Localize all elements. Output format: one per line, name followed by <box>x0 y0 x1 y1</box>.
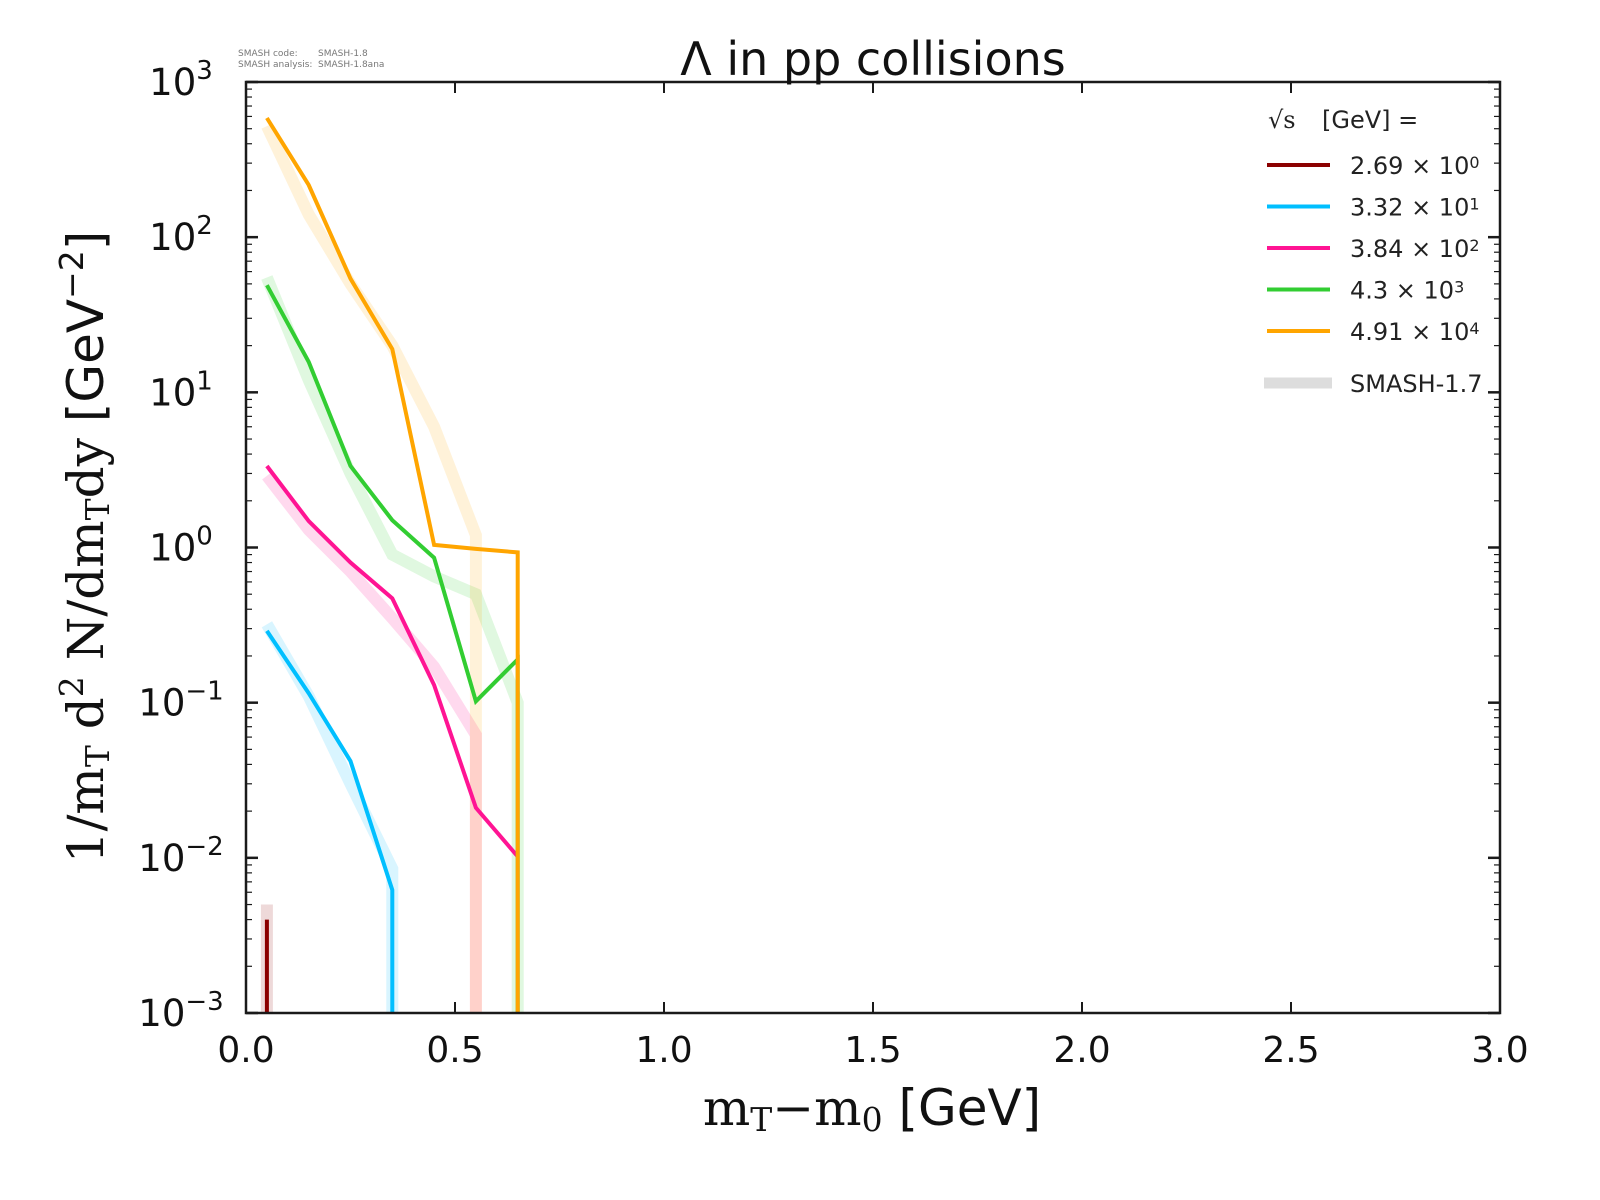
y-tick-label: 103 <box>149 56 213 104</box>
annotation-analysis-value: SMASH-1.8ana <box>318 60 384 70</box>
annotation-code-label: SMASH code: <box>238 49 298 59</box>
reference-line <box>262 472 482 1013</box>
series-line <box>265 116 520 1013</box>
legend-entries: 2.69 × 100 3.32 × 101 3.84 × 102 4.3 × 103 4… <box>1267 152 1480 346</box>
plot-frame <box>244 80 1502 1015</box>
y-tick-label: 102 <box>149 211 213 259</box>
x-tick-label: 0.5 <box>426 1030 483 1071</box>
y-tick-labels: 103 102 101 100 10−1 10−2 10−3 <box>138 56 223 1035</box>
reference-line <box>261 123 482 1013</box>
x-tick-labels: 0.0 0.5 1.0 1.5 2.0 2.5 3.0 <box>217 1030 1528 1071</box>
annotation-analysis-label: SMASH analysis: <box>238 60 312 70</box>
legend-title-sqrt: √s <box>1268 106 1296 134</box>
series-line <box>265 629 395 1013</box>
legend-label-reference: SMASH-1.7 <box>1350 370 1482 398</box>
reference-lines <box>260 123 524 1013</box>
series-lines <box>264 116 520 1013</box>
legend-label: 4.3 × 103 <box>1350 277 1464 305</box>
y-tick-label: 10−2 <box>138 832 223 880</box>
series-line <box>265 284 520 1013</box>
axis-ticks <box>245 80 1501 1015</box>
legend-label: 3.32 × 101 <box>1350 194 1480 222</box>
legend: √s [GeV] = 2.69 × 100 3.32 × 101 3.84 × 10… <box>1264 106 1482 398</box>
x-tick-label: 2.5 <box>1262 1030 1319 1071</box>
chart-title: Λ in pp collisions <box>680 32 1065 86</box>
reference-line <box>261 621 399 1013</box>
legend-label: 4.91 × 104 <box>1350 318 1480 346</box>
x-axis-label: mT−m0 [GeV] <box>703 1079 1041 1139</box>
series-line <box>265 464 520 858</box>
y-tick-label: 10−1 <box>138 677 223 725</box>
y-tick-label: 100 <box>149 522 213 570</box>
x-tick-label: 2.0 <box>1053 1030 1110 1071</box>
y-axis-label: 1/mT d2 N/dmTdy [GeV−2] <box>52 231 117 863</box>
x-tick-label: 0.0 <box>217 1030 274 1071</box>
annotation-code-value: SMASH-1.8 <box>318 49 368 59</box>
y-tick-label: 101 <box>149 366 213 414</box>
y-tick-label: 10−3 <box>138 987 223 1035</box>
reference-line <box>261 275 524 1013</box>
x-tick-label: 1.5 <box>844 1030 901 1071</box>
legend-label: 3.84 × 102 <box>1350 235 1480 263</box>
legend-label: 2.69 × 100 <box>1350 152 1480 180</box>
legend-title: [GeV] = <box>1322 106 1418 134</box>
x-tick-label: 1.0 <box>635 1030 692 1071</box>
x-tick-label: 3.0 <box>1471 1030 1528 1071</box>
